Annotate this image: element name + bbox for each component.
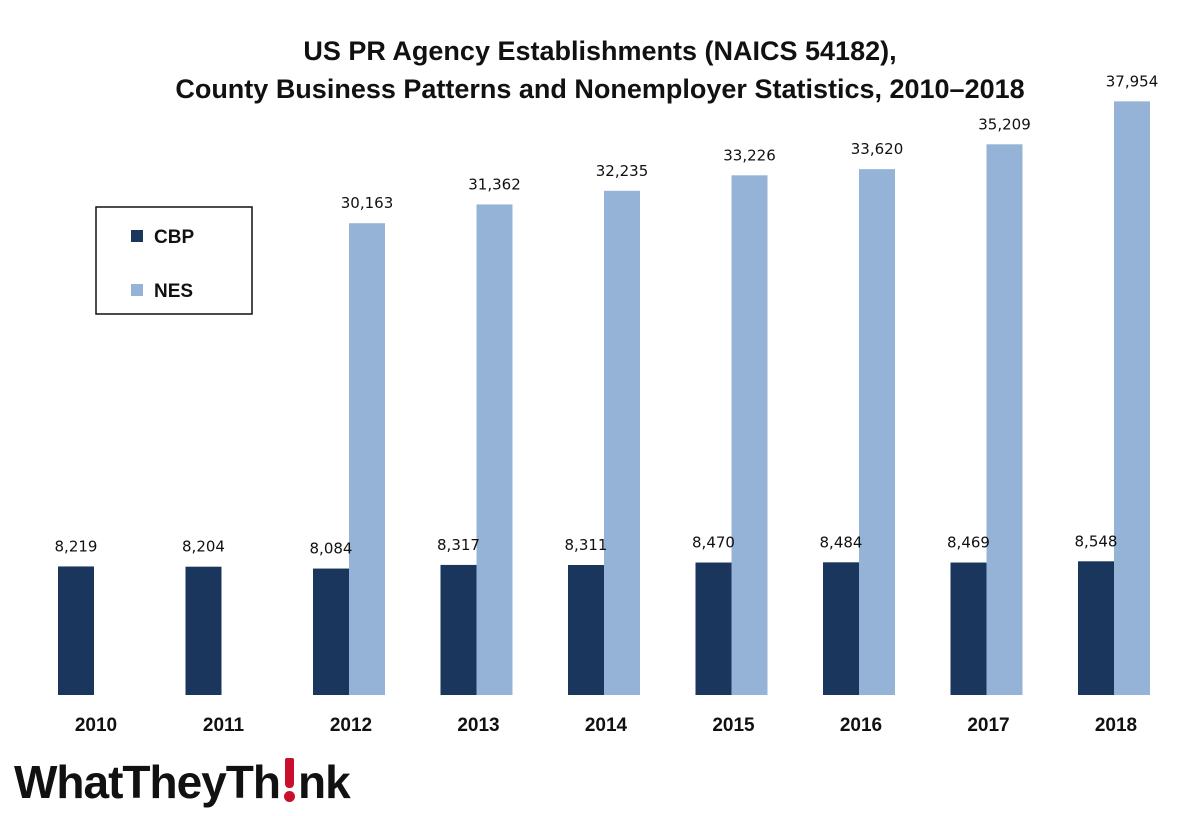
x-tick-label-2010: 2010 xyxy=(75,715,117,736)
chart-title: US PR Agency Establishments (NAICS 54182… xyxy=(175,36,1024,104)
exclamation-icon xyxy=(281,758,297,802)
data-label-cbp-2013: 8,317 xyxy=(437,536,480,554)
x-axis-tick-labels: 2010 2011 2012 2013 2014 2015 2016 2017 2018 xyxy=(75,715,1137,736)
data-label-cbp-2017: 8,469 xyxy=(947,534,990,552)
chart-title-line-1: US PR Agency Establishments (NAICS 54182… xyxy=(303,36,896,66)
bar-nes-2017 xyxy=(986,144,1023,695)
data-label-cbp-2010: 8,219 xyxy=(55,537,98,555)
logo-text-start: WhatTheyTh xyxy=(14,756,281,808)
logo-text-end: nk xyxy=(297,756,351,808)
bar-cbp-2018 xyxy=(1078,561,1114,695)
data-label-nes-2015: 33,226 xyxy=(723,146,776,164)
legend-frame xyxy=(95,206,253,315)
data-label-nes-2016: 33,620 xyxy=(851,140,904,158)
data-label-cbp-2012: 8,084 xyxy=(310,540,353,558)
data-label-cbp-2018: 8,548 xyxy=(1075,532,1118,550)
data-label-nes-2018: 37,954 xyxy=(1106,72,1159,90)
x-tick-label-2015: 2015 xyxy=(712,715,755,736)
x-tick-label-2018: 2018 xyxy=(1095,715,1137,736)
bar-nes-2012 xyxy=(349,223,385,696)
data-label-nes-2014: 32,235 xyxy=(596,162,649,180)
legend-swatch-cbp xyxy=(131,230,143,242)
data-label-nes-2017: 35,209 xyxy=(978,115,1031,133)
legend-swatch-nes xyxy=(131,284,143,296)
x-tick-label-2016: 2016 xyxy=(840,715,882,736)
x-tick-label-2013: 2013 xyxy=(457,715,499,736)
data-label-cbp-2016: 8,484 xyxy=(820,533,863,551)
x-tick-label-2011: 2011 xyxy=(203,715,245,736)
bar-cbp-2013 xyxy=(440,564,477,695)
bar-nes-2015 xyxy=(731,175,768,695)
bar-cbp-2010 xyxy=(58,566,94,695)
data-label-cbp-2014: 8,311 xyxy=(565,536,608,554)
bar-nes-2013 xyxy=(476,204,513,695)
bar-nes-2016 xyxy=(859,169,895,696)
x-tick-label-2014: 2014 xyxy=(585,715,628,736)
bar-cbp-2017 xyxy=(950,562,987,695)
bar-cbp-2014 xyxy=(568,565,604,695)
bars-layer xyxy=(58,101,1150,696)
legend-label-cbp: CBP xyxy=(154,227,194,248)
data-label-cbp-2015: 8,470 xyxy=(692,534,735,552)
bar-cbp-2016 xyxy=(823,562,859,695)
bar-nes-2018 xyxy=(1114,101,1150,695)
x-tick-label-2012: 2012 xyxy=(330,715,372,736)
bar-cbp-2015 xyxy=(695,562,732,695)
data-label-nes-2012: 30,163 xyxy=(341,194,394,212)
data-label-nes-2013: 31,362 xyxy=(468,175,521,193)
chart-title-line-2: County Business Patterns and Nonemployer… xyxy=(175,74,1024,104)
data-labels-layer: 8,219 8,204 8,084 30,163 8,317 31,362 8,311 32,… xyxy=(55,72,1159,557)
data-label-cbp-2011: 8,204 xyxy=(182,538,225,556)
legend-label-nes: NES xyxy=(154,281,193,302)
bar-nes-2014 xyxy=(604,190,640,696)
whattheythink-logo: WhatTheyTh nk xyxy=(14,752,351,812)
bar-cbp-2011 xyxy=(185,566,222,695)
legend: CBP NES xyxy=(95,206,253,315)
x-tick-label-2017: 2017 xyxy=(967,715,1009,736)
bar-cbp-2012 xyxy=(313,568,349,695)
